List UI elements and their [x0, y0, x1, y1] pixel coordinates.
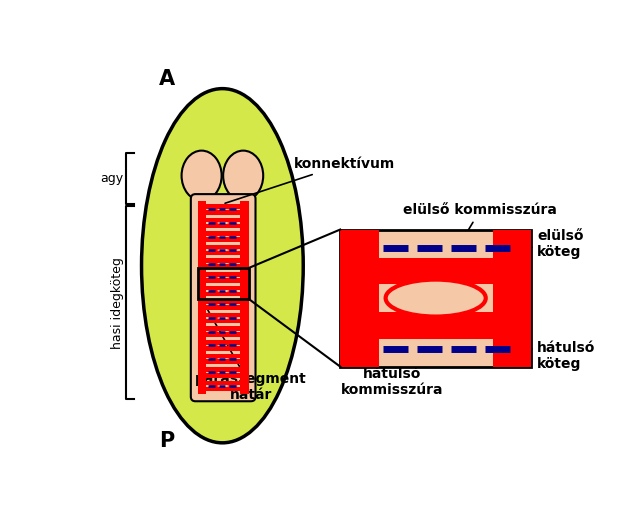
- Bar: [206, 251, 240, 255]
- Text: P: P: [159, 431, 174, 450]
- Ellipse shape: [182, 151, 221, 200]
- Bar: [206, 278, 240, 283]
- Bar: [340, 230, 379, 366]
- Bar: [493, 230, 531, 366]
- Text: elülső
köteg: elülső köteg: [530, 229, 584, 259]
- Bar: [340, 313, 531, 339]
- Bar: [206, 259, 240, 263]
- Bar: [206, 204, 240, 209]
- Bar: [198, 268, 248, 299]
- Bar: [206, 237, 240, 242]
- Text: hátulsó
kommisszúra: hátulsó kommisszúra: [340, 331, 443, 397]
- Bar: [206, 319, 240, 323]
- Bar: [206, 210, 240, 215]
- Bar: [206, 387, 240, 391]
- Bar: [340, 258, 531, 284]
- Text: A: A: [159, 69, 175, 88]
- Bar: [206, 291, 240, 296]
- Bar: [206, 264, 240, 269]
- Bar: [206, 299, 240, 304]
- Ellipse shape: [386, 280, 486, 317]
- Bar: [206, 381, 240, 386]
- Text: konnektívum: konnektívum: [225, 157, 395, 203]
- Bar: [340, 230, 531, 366]
- Text: hátulsó
köteg: hátulsó köteg: [530, 341, 596, 372]
- Bar: [206, 359, 240, 364]
- Text: elülső kommisszúra: elülső kommisszúra: [403, 203, 557, 266]
- Ellipse shape: [142, 88, 303, 443]
- Bar: [206, 354, 240, 358]
- Bar: [206, 231, 240, 236]
- Bar: [206, 313, 240, 317]
- Text: paraszegment
határ: paraszegment határ: [195, 301, 307, 402]
- Bar: [206, 367, 240, 372]
- Ellipse shape: [223, 151, 263, 200]
- Bar: [206, 245, 240, 249]
- Bar: [206, 346, 240, 351]
- FancyBboxPatch shape: [191, 194, 256, 401]
- Bar: [206, 224, 240, 228]
- Bar: [206, 373, 240, 378]
- Bar: [206, 217, 240, 222]
- Bar: [206, 272, 240, 277]
- Text: agy: agy: [101, 172, 124, 185]
- Bar: [206, 326, 240, 331]
- Text: hasi idegköteg: hasi idegköteg: [111, 257, 124, 348]
- Bar: [206, 333, 240, 337]
- Bar: [198, 201, 206, 394]
- Bar: [206, 340, 240, 344]
- Bar: [240, 201, 248, 394]
- Bar: [206, 286, 240, 290]
- Bar: [206, 305, 240, 310]
